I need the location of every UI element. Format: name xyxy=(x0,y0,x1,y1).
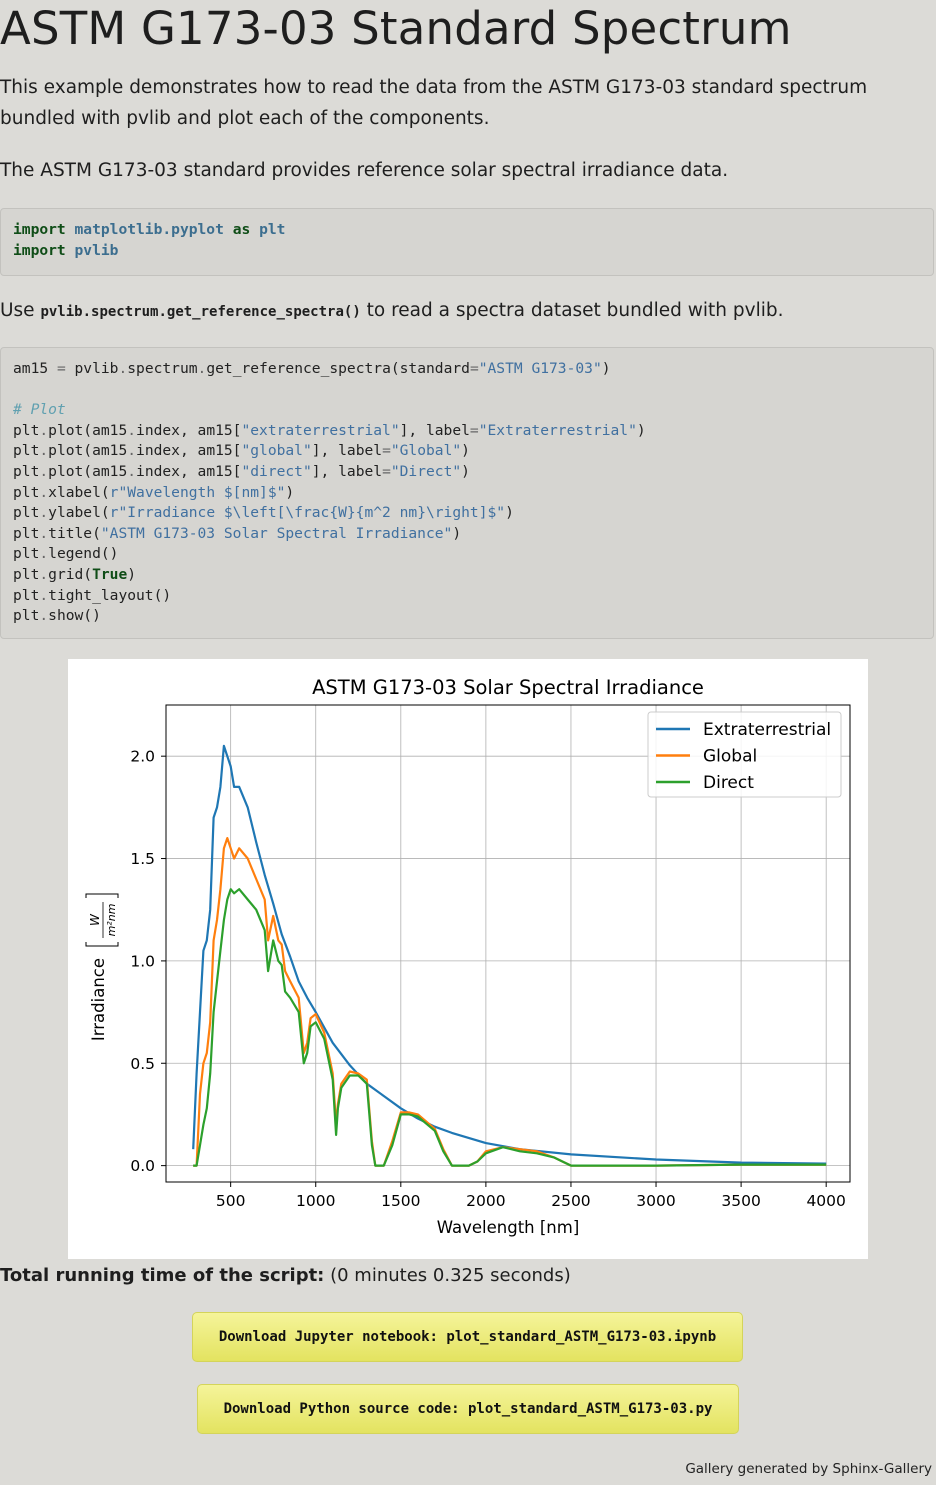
y-tick-label: 0.0 xyxy=(130,1157,155,1175)
code-line: plt.grid(True) xyxy=(13,565,137,583)
runtime-line: Total running time of the script: (0 min… xyxy=(0,1263,571,1289)
legend-label-direct: Direct xyxy=(703,773,754,793)
y-axis-label-right-bracket xyxy=(85,893,119,898)
y-tick-label: 1.0 xyxy=(130,952,155,970)
legend-label-global: Global xyxy=(703,747,757,767)
code-line xyxy=(13,380,921,401)
y-tick-label: 1.5 xyxy=(130,850,155,868)
y-tick-label: 2.0 xyxy=(130,748,155,766)
code-line: plt.xlabel(r"Wavelength $[nm]$") xyxy=(13,483,295,501)
code-line: plt.ylabel(r"Irradiance $\left[\frac{W}{… xyxy=(13,504,514,522)
code-line: am15 = pvlib.spectrum.get_reference_spec… xyxy=(13,360,611,377)
y-axis-label-group: Irradiance W m²nm xyxy=(85,893,119,1041)
x-tick-label: 1500 xyxy=(381,1192,420,1210)
code-block-plot: am15 = pvlib.spectrum.get_reference_spec… xyxy=(0,347,934,639)
x-tick-label: 2500 xyxy=(551,1192,590,1210)
y-axis-label-numerator: W xyxy=(88,913,102,926)
gallery-footer[interactable]: Gallery generated by Sphinx-Gallery xyxy=(685,1461,932,1477)
x-tick-label: 3500 xyxy=(721,1192,760,1210)
page-title: ASTM G173-03 Standard Spectrum xyxy=(0,2,792,55)
x-axis-label: Wavelength [nm] xyxy=(437,1218,580,1237)
y-tick-label: 0.5 xyxy=(130,1055,155,1073)
runtime-label: Total running time of the script: xyxy=(0,1265,325,1286)
spectrum-chart: 500 1000 1500 2000 2500 3000 3500 4000 0.0 0.5 1.0… xyxy=(85,676,851,1237)
y-axis-label-denominator: m²nm xyxy=(105,904,118,937)
chart-title: ASTM G173-03 Solar Spectral Irradiance xyxy=(312,676,704,699)
y-axis-label-left-bracket xyxy=(85,942,119,947)
code-line: plt.plot(am15.index, am15["direct"], lab… xyxy=(13,462,470,480)
runtime-value: (0 minutes 0.325 seconds) xyxy=(324,1265,571,1286)
series-line-extraterrestrial xyxy=(192,744,827,1165)
get-reference-spectra-link[interactable]: pvlib.spectrum.get_reference_spectra() xyxy=(40,304,361,320)
plot-frame xyxy=(165,704,851,1183)
x-tick-label: 3000 xyxy=(636,1192,675,1210)
code-line: import pvlib xyxy=(13,241,119,259)
intro-paragraph-1: This example demonstrates how to read th… xyxy=(0,77,868,129)
x-tick-label: 4000 xyxy=(806,1192,845,1210)
usage-paragraph: Use pvlib.spectrum.get_reference_spectra… xyxy=(0,295,784,328)
usage-prefix: Use xyxy=(0,300,41,321)
usage-suffix: to read a spectra dataset bundled with p… xyxy=(360,300,784,321)
code-line: plt.legend() xyxy=(13,545,119,563)
code-line: plt.plot(am15.index, am15["global"], lab… xyxy=(13,442,470,460)
code-block-imports: import matplotlib.pyplot as plt import pv… xyxy=(0,208,934,276)
code-line: plt.show() xyxy=(13,607,101,625)
series-line-direct xyxy=(193,888,827,1167)
code-line: plt.plot(am15.index, am15["extraterrestr… xyxy=(13,421,646,439)
x-tick-label: 500 xyxy=(216,1192,246,1210)
series-line-global xyxy=(193,837,827,1167)
y-axis-label: Irradiance xyxy=(89,958,108,1041)
spectrum-figure: 500 1000 1500 2000 2500 3000 3500 4000 0.0 0.5 1.0… xyxy=(68,659,868,1259)
code-line: plt.tight_layout() xyxy=(13,586,172,604)
download-python-button[interactable]: Download Python source code: plot_standa… xyxy=(197,1384,739,1434)
intro-paragraph-2: The ASTM G173-03 standard provides refer… xyxy=(0,160,729,181)
code-line: plt.title("ASTM G173-03 Solar Spectral I… xyxy=(13,524,462,542)
download-notebook-button[interactable]: Download Jupyter notebook: plot_standard… xyxy=(192,1312,743,1362)
x-tick-label: 1000 xyxy=(296,1192,335,1210)
legend-label-extraterrestrial: Extraterrestrial xyxy=(703,720,831,740)
legend-box xyxy=(647,711,842,798)
code-line: import matplotlib.pyplot as plt xyxy=(13,221,286,238)
code-line: # Plot xyxy=(13,401,66,419)
x-tick-label: 2000 xyxy=(466,1192,505,1210)
